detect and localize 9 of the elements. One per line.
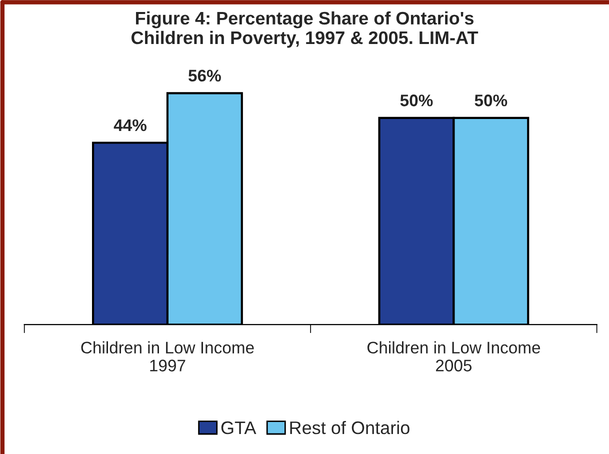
x-tick-label: Children in Low Income 2005 <box>367 341 540 372</box>
data-label: 50% <box>474 94 508 106</box>
x-tick-label: Children in Low Income 1997 <box>81 341 254 372</box>
data-label: 56% <box>188 70 221 82</box>
data-label: 50% <box>400 94 433 106</box>
legend-label: Rest of Ontario <box>290 420 410 434</box>
chart-title: Figure 4: Percentage Share of Ontario's Children in Poverty, 1997 & 2005. LIM-AT <box>131 11 478 48</box>
legend-label: GTA <box>221 421 256 434</box>
data-label: 44% <box>114 119 147 132</box>
